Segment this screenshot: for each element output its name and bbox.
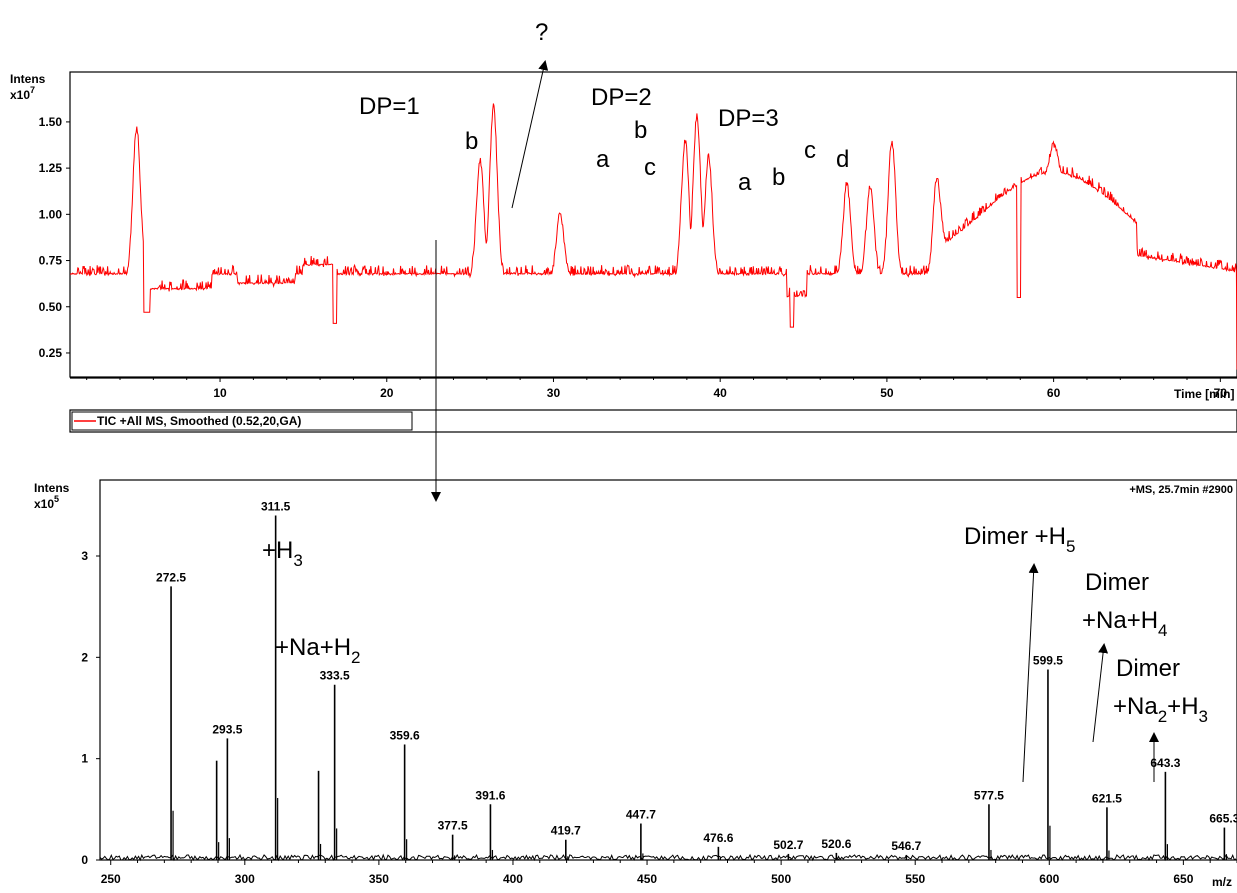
ms-peak-label: 447.7: [626, 808, 656, 822]
unknown-peak-label: ?: [535, 19, 548, 46]
ms-y-tick-label: 1: [81, 752, 88, 766]
ms-peak-labels: 272.5 293.5 311.5 333.5 359.6 377.5 391.6 419.7…: [156, 499, 1237, 852]
ms-peak-label: 476.6: [703, 831, 733, 845]
tic-legend: TIC +All MS, Smoothed (0.52,20,GA): [69, 409, 1237, 433]
ms-peak-label: 272.5: [156, 570, 186, 584]
dp2-c-label: c: [644, 154, 656, 181]
ms-x-tick-label: 450: [637, 872, 657, 886]
tic-x-tick-label: 40: [714, 386, 728, 400]
ms-y-tick-label: 0: [81, 853, 88, 867]
tic-y-tick-label: 1.25: [39, 161, 63, 175]
tic-y-tick-label: 0.75: [39, 254, 63, 268]
ms-peak-label: 621.5: [1092, 791, 1122, 805]
ms-peak-label: 419.7: [551, 824, 581, 838]
ms-peak-label: 546.7: [891, 839, 921, 853]
dp3-b-label: b: [772, 164, 785, 191]
tic-y-ticks: 0.25 0.50 0.75 1.00 1.25 1.50: [39, 115, 70, 360]
tic-legend-box: [69, 409, 1237, 433]
ms-x-axis-label: m/z: [1212, 875, 1232, 889]
ms-x-tick-label: 250: [101, 872, 121, 886]
ms-peak-label: 359.6: [390, 728, 420, 742]
tic-plot-frame: [69, 71, 1237, 378]
ms-x-tick-label: 650: [1173, 872, 1193, 886]
ms-y-tick-label: 3: [81, 549, 88, 563]
tic-x-tick-label: 50: [880, 386, 894, 400]
tic-series-line: [70, 103, 1237, 370]
tic-x-tick-label: 10: [213, 386, 227, 400]
ms-peak-label: 577.5: [974, 788, 1004, 802]
tic-x-tick-label: 70: [1214, 386, 1228, 400]
tic-y-tick-label: 1.50: [39, 115, 63, 129]
na-h2-annotation: +Na+H2: [275, 634, 361, 667]
ms-peak-label: 333.5: [320, 669, 350, 683]
tic-y-tick-label: 1.00: [39, 207, 63, 221]
ms-peak-label: 599.5: [1033, 653, 1063, 667]
tic-y-axis-label: Intens: [10, 72, 46, 86]
dimer-na-h4-line1: Dimer: [1085, 569, 1149, 596]
dp1-b-label: b: [465, 128, 478, 155]
tic-x-tick-label: 60: [1047, 386, 1061, 400]
ms-x-tick-label: 400: [503, 872, 523, 886]
ms-x-tick-label: 500: [771, 872, 791, 886]
dp3-a-label: a: [738, 169, 752, 196]
dp3-c-label: c: [804, 137, 816, 164]
ms-peak-label: 643.3: [1150, 756, 1180, 770]
ms-y-axis-label: Intens: [34, 481, 70, 495]
dimer-na2-h3-line2: +Na2+H3: [1113, 693, 1208, 726]
dimer-na-h4-arrow: [1092, 643, 1109, 743]
ms-peak-label: 377.5: [438, 819, 468, 833]
tic-y-tick-label: 0.25: [39, 346, 63, 360]
tic-x-tick-label: 20: [380, 386, 394, 400]
tic-legend-entry-box: [71, 411, 413, 431]
ms-x-tick-label: 300: [235, 872, 255, 886]
ms-spectrum-title: +MS, 25.7min #2900: [1129, 484, 1233, 496]
ms-panel: +MS, 25.7min #2900 Intens x105 0 1 2 3 250 3…: [34, 479, 1237, 889]
ms-y-multiplier: x105: [34, 494, 59, 511]
ms-peak-label: 293.5: [212, 722, 242, 736]
ms-peak-label: 520.6: [821, 837, 851, 851]
h3-annotation: +H3: [262, 537, 303, 570]
dimer-na2-h3-line1: Dimer: [1116, 655, 1180, 682]
ms-peak-label: 502.7: [773, 838, 803, 852]
tic-x-axis-label: Time [min]: [1174, 387, 1234, 401]
ms-y-tick-label: 2: [81, 650, 88, 664]
ms-x-ticks: 250 300 350 400 450 500 550 600 650: [101, 860, 1237, 886]
ms-noise-baseline: [99, 853, 1237, 862]
ms-peak-label: 311.5: [261, 499, 291, 513]
dp3-label: DP=3: [718, 105, 779, 132]
ms-x-tick-label: 350: [369, 872, 389, 886]
dp1-label: DP=1: [359, 93, 420, 120]
tic-x-ticks: 10 20 30 40 50 60 70: [86, 377, 1228, 400]
tic-y-multiplier: x107: [10, 85, 35, 102]
ms-plot-frame: [99, 479, 1237, 861]
dimer-h5-annotation: Dimer +H5: [964, 523, 1075, 556]
ms-x-tick-label: 600: [1039, 872, 1059, 886]
ms-peak-label: 391.6: [475, 788, 505, 802]
unknown-peak-arrow: [511, 60, 549, 209]
dimer-h5-arrow: [1022, 563, 1039, 783]
tic-y-tick-label: 0.50: [39, 300, 63, 314]
tic-panel: Intens x107 0.25 0.50 0.75 1.00 1.25 1.50 10 2…: [10, 19, 1237, 401]
ms-y-ticks: 0 1 2 3: [81, 549, 100, 867]
dp2-label: DP=2: [591, 84, 652, 111]
ms-x-tick-label: 550: [905, 872, 925, 886]
tic-legend-text: TIC +All MS, Smoothed (0.52,20,GA): [97, 414, 301, 428]
dp2-b-label: b: [634, 117, 647, 144]
dimer-na-h4-line2: +Na+H4: [1082, 607, 1168, 640]
dp3-d-label: d: [836, 146, 849, 173]
dp2-a-label: a: [596, 146, 610, 173]
tic-x-tick-label: 30: [547, 386, 561, 400]
ms-peak-label: 665.3: [1209, 812, 1237, 826]
ms-peaks: [170, 515, 1227, 860]
